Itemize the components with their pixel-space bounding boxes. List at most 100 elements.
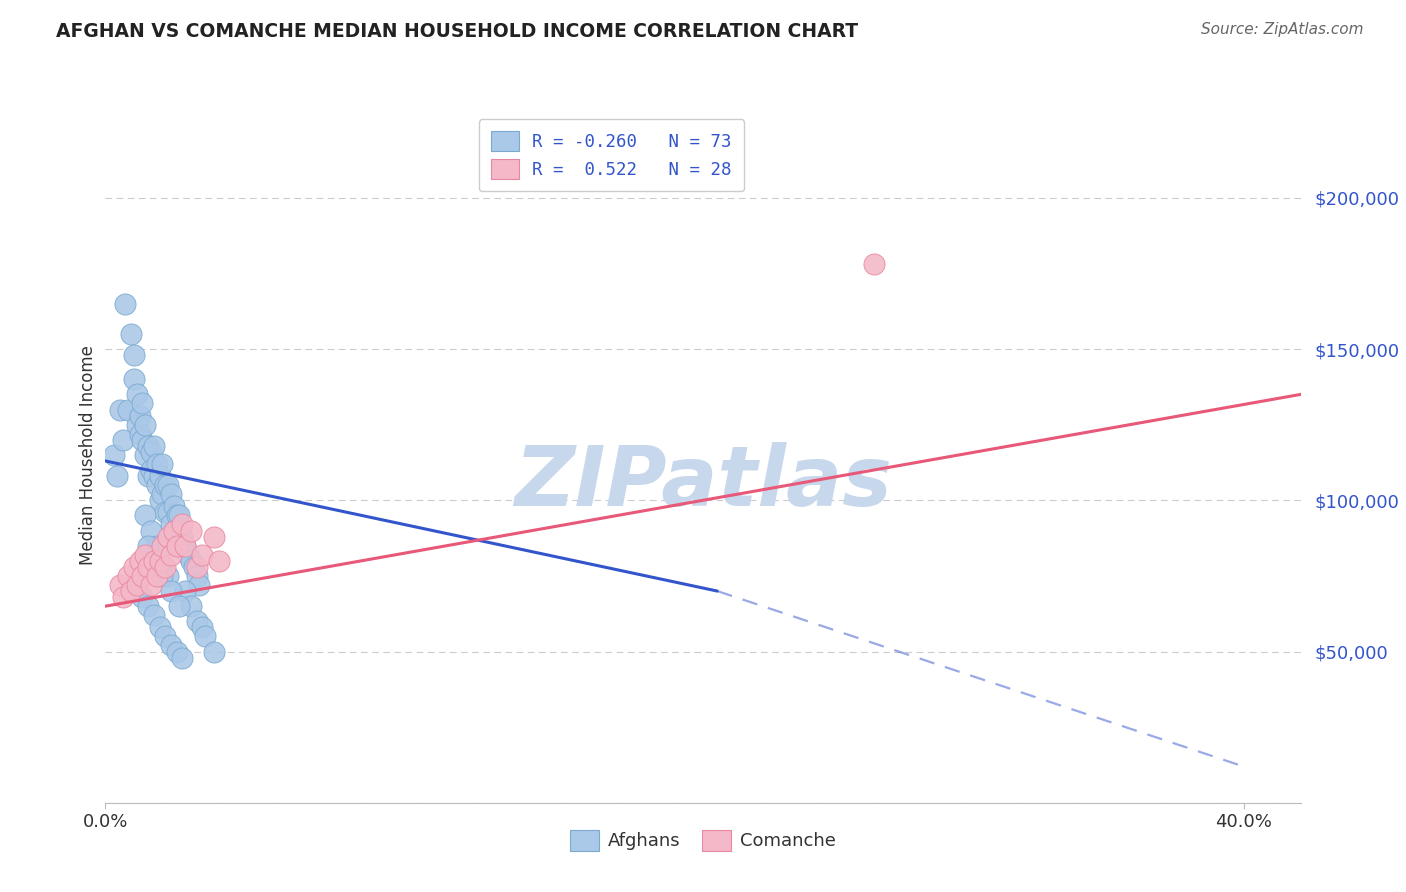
Point [139, 445, 162, 459]
Point [169, 599, 191, 614]
Text: Source: ZipAtlas.com: Source: ZipAtlas.com [1201, 22, 1364, 37]
Point [174, 584, 197, 599]
Point [155, 505, 177, 519]
Point [122, 559, 145, 574]
Point [145, 457, 167, 471]
Point [163, 524, 186, 538]
Point [136, 439, 159, 453]
Point [157, 530, 180, 544]
Point [180, 554, 202, 568]
Point [188, 578, 211, 592]
Point [186, 559, 208, 574]
Point [125, 417, 148, 432]
Point [117, 402, 139, 417]
Point [155, 629, 177, 643]
Point [150, 569, 173, 583]
Point [172, 650, 194, 665]
Point [157, 478, 180, 492]
Point [125, 387, 148, 401]
Point [174, 539, 197, 553]
Point [150, 559, 173, 574]
Point [134, 417, 156, 432]
Point [134, 508, 156, 523]
Point [172, 517, 194, 532]
Point [136, 559, 159, 574]
Point [166, 644, 188, 658]
Point [134, 448, 156, 462]
Point [150, 487, 173, 501]
Point [157, 569, 180, 583]
Point [166, 530, 188, 544]
Point [103, 448, 125, 462]
Point [117, 569, 139, 583]
Point [166, 508, 188, 523]
Point [136, 599, 159, 614]
Point [148, 493, 170, 508]
Point [125, 578, 148, 592]
Point [862, 257, 884, 271]
Point [150, 457, 173, 471]
Point [202, 530, 225, 544]
Point [125, 578, 148, 592]
Point [194, 629, 217, 643]
Point [142, 554, 165, 568]
Point [122, 372, 145, 386]
Point [128, 426, 150, 441]
Point [131, 590, 153, 604]
Point [114, 296, 136, 310]
Point [128, 554, 150, 568]
Point [202, 644, 225, 658]
Point [128, 409, 150, 423]
Point [160, 584, 183, 599]
Point [142, 554, 165, 568]
Point [142, 439, 165, 453]
Point [108, 402, 131, 417]
Point [160, 517, 183, 532]
Point [163, 500, 186, 514]
Point [155, 478, 177, 492]
Point [186, 615, 208, 629]
Point [148, 620, 170, 634]
Point [145, 539, 167, 553]
Point [134, 548, 156, 562]
Point [122, 348, 145, 362]
Point [169, 539, 191, 553]
Point [177, 548, 200, 562]
Point [142, 608, 165, 623]
Point [191, 620, 214, 634]
Point [142, 469, 165, 483]
Point [191, 548, 214, 562]
Point [145, 478, 167, 492]
Text: ZIPatlas: ZIPatlas [515, 442, 891, 524]
Point [139, 524, 162, 538]
Point [160, 548, 183, 562]
Point [174, 539, 197, 553]
Point [155, 559, 177, 574]
Point [208, 554, 231, 568]
Point [150, 539, 173, 553]
Point [180, 524, 202, 538]
Point [180, 599, 202, 614]
Point [131, 396, 153, 410]
Point [148, 554, 170, 568]
Y-axis label: Median Household Income: Median Household Income [79, 345, 97, 565]
Point [172, 530, 194, 544]
Point [105, 469, 128, 483]
Point [108, 578, 131, 592]
Point [160, 639, 183, 653]
Point [111, 433, 134, 447]
Point [163, 524, 186, 538]
Point [157, 505, 180, 519]
Point [183, 559, 205, 574]
Point [148, 469, 170, 483]
Point [166, 539, 188, 553]
Point [131, 433, 153, 447]
Point [139, 578, 162, 592]
Point [186, 569, 208, 583]
Point [169, 508, 191, 523]
Point [136, 469, 159, 483]
Point [111, 590, 134, 604]
Text: AFGHAN VS COMANCHE MEDIAN HOUSEHOLD INCOME CORRELATION CHART: AFGHAN VS COMANCHE MEDIAN HOUSEHOLD INCO… [56, 22, 859, 41]
Point [131, 569, 153, 583]
Point [136, 539, 159, 553]
